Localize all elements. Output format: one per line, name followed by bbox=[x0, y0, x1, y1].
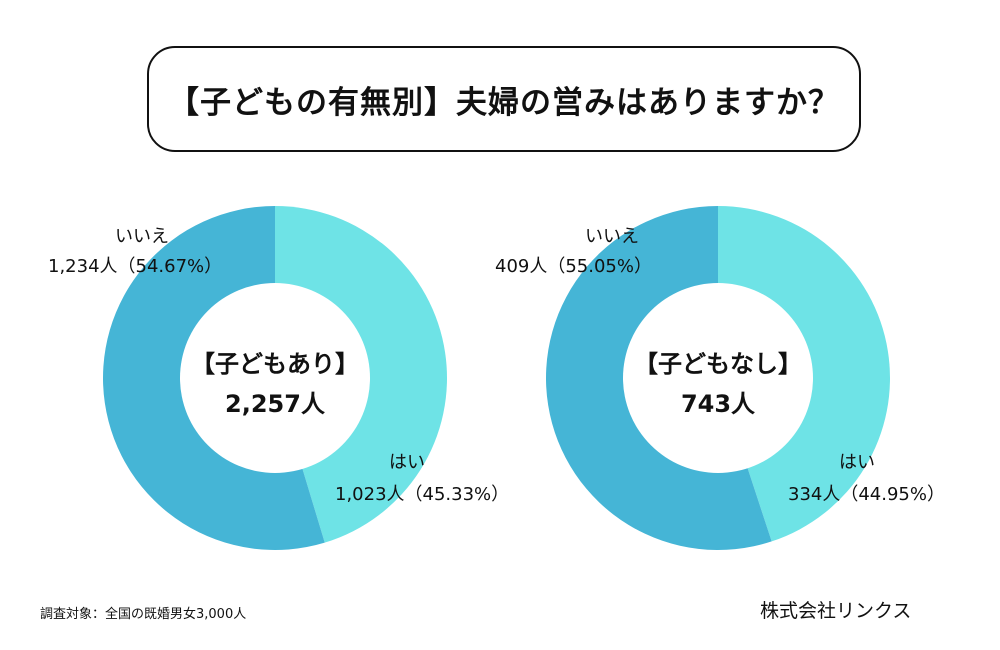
count-hai-without-children: 334人（44.95%） bbox=[788, 484, 945, 505]
donut-chart-without-children: 【子どもなし】 743人 いいえ 409人（55.05%） はい 334人（44… bbox=[495, 206, 945, 550]
count-iie-with-children: 1,234人（54.67%） bbox=[48, 256, 222, 277]
survey-note: 調査対象：全国の既婚男女3,000人 bbox=[40, 607, 247, 622]
center-value-without-children: 743人 bbox=[681, 390, 755, 418]
label-hai-with-children: はい bbox=[389, 452, 425, 473]
center-value-with-children: 2,257人 bbox=[225, 390, 325, 418]
count-iie-without-children: 409人（55.05%） bbox=[495, 256, 652, 277]
center-label-without-children: 【子どもなし】 bbox=[634, 350, 802, 378]
donut-hole-without-children bbox=[623, 283, 813, 473]
label-iie-without-children: いいえ bbox=[585, 226, 639, 247]
company-name: 株式会社リンクス bbox=[760, 600, 912, 622]
label-hai-without-children: はい bbox=[839, 452, 875, 473]
label-iie-with-children: いいえ bbox=[115, 226, 169, 247]
donut-chart-with-children: 【子どもあり】 2,257人 いいえ 1,234人（54.67%） はい 1,0… bbox=[48, 206, 509, 550]
page-title: 【子どもの有無別】夫婦の営みはありますか？ bbox=[168, 84, 840, 121]
center-label-with-children: 【子どもあり】 bbox=[191, 350, 359, 378]
title-box: 【子どもの有無別】夫婦の営みはありますか？ bbox=[147, 46, 861, 152]
donut-hole-with-children bbox=[180, 283, 370, 473]
count-hai-with-children: 1,023人（45.33%） bbox=[335, 484, 509, 505]
